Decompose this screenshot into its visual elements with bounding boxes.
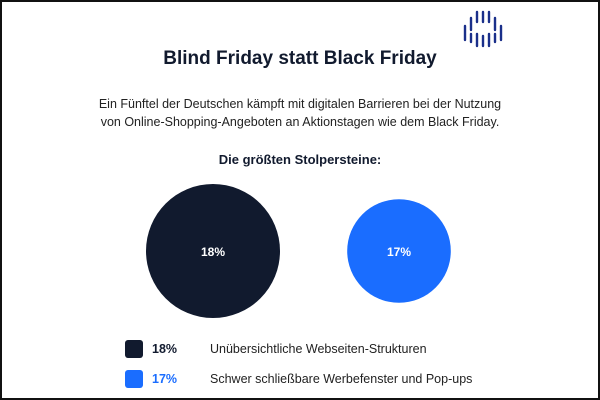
bubble-label-0: 18% [201, 245, 225, 259]
logo [463, 10, 503, 48]
chart-title: Die größten Stolpersteine: [218, 152, 382, 167]
subtitle-line-2: von Online-Shopping-Angeboten an Aktions… [100, 115, 500, 129]
page-title: Blind Friday statt Black Friday [163, 48, 437, 69]
bubble-1 [347, 199, 451, 303]
legend-swatch-1 [125, 370, 143, 388]
subtitle: Ein Fünftel der Deutschen kämpft mit dig… [0, 95, 600, 131]
subtitle-line-1: Ein Fünftel der Deutschen kämpft mit dig… [98, 97, 502, 111]
legend-percent: 18% [152, 342, 178, 356]
legend-swatch-0 [125, 340, 143, 358]
bubble-chart: 18% 17% [146, 184, 451, 318]
legend-item: 18% Unübersichtliche Webseiten-Strukture… [125, 340, 472, 358]
bubble-label-1: 17% [387, 245, 411, 259]
legend: 18% Unübersichtliche Webseiten-Strukture… [125, 340, 472, 400]
legend-label: Schwer schließbare Werbefenster und Pop-… [210, 372, 473, 386]
legend-label: Unübersichtliche Webseiten-Strukturen [210, 342, 427, 356]
bubble-0 [146, 184, 280, 318]
legend-percent: 17% [152, 372, 178, 386]
legend-item: 17% Schwer schließbare Werbefenster und … [125, 370, 472, 388]
